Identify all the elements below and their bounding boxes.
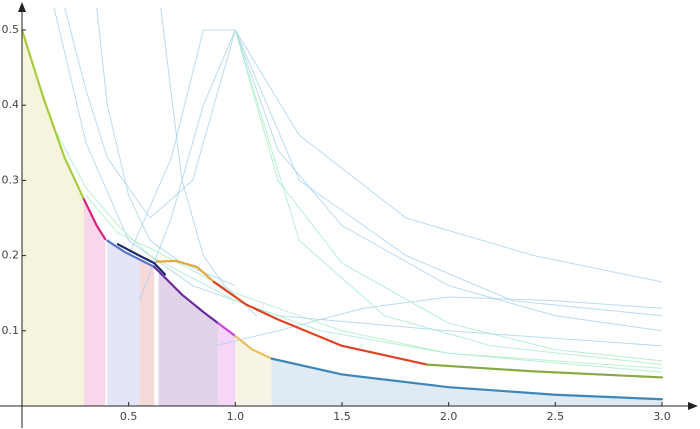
region — [218, 323, 236, 406]
curve — [22, 28, 85, 201]
x-tick-label: 3.0 — [653, 410, 671, 423]
x-tick-label: 2.5 — [547, 410, 565, 423]
x-axis-arrow — [688, 402, 698, 410]
faint-curve — [128, 29, 663, 317]
curve — [426, 363, 664, 379]
y-axis-arrow — [18, 2, 26, 12]
y-tick-label: 0.2 — [2, 249, 20, 262]
y-tick-label: 0.5 — [2, 23, 20, 36]
x-tick-label: 1.0 — [227, 410, 245, 423]
faint-curve — [53, 7, 663, 347]
y-tick-label: 0.4 — [2, 98, 20, 111]
region — [22, 30, 84, 406]
faint-curve — [22, 29, 663, 369]
curve — [217, 322, 237, 338]
y-tick-label: 0.3 — [2, 173, 20, 186]
x-tick-label: 0.5 — [120, 410, 138, 423]
faint-curve — [234, 29, 663, 362]
faint-curve — [213, 296, 663, 347]
region — [83, 199, 106, 406]
curve — [270, 357, 664, 401]
curve — [82, 198, 107, 241]
region — [235, 336, 272, 406]
x-tick-label: 2.0 — [440, 410, 458, 423]
region — [271, 358, 662, 406]
main-curves — [22, 28, 664, 401]
faint-curve — [96, 7, 236, 287]
region — [107, 240, 140, 406]
faint-curve — [64, 7, 663, 283]
region — [158, 270, 219, 406]
region — [139, 259, 155, 406]
y-tick-label: 0.1 — [2, 324, 20, 337]
ticks: 0.5 1.0 1.5 2.0 2.5 3.0 0.1 0.2 0.3 0.4 0.5 — [2, 23, 671, 423]
x-tick-label: 1.5 — [333, 410, 351, 423]
curve — [106, 239, 156, 268]
curve — [153, 265, 220, 325]
regions — [22, 30, 662, 406]
curve — [116, 243, 167, 276]
curve — [234, 334, 273, 360]
curve — [212, 280, 429, 366]
faint-curve — [234, 29, 663, 366]
curve — [155, 259, 216, 284]
